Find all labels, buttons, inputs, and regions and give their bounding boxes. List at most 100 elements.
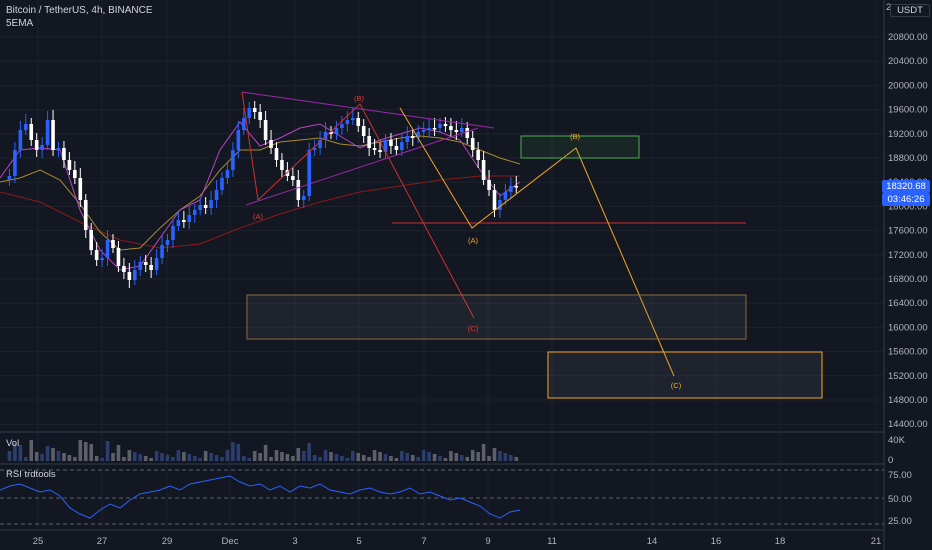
candle-body xyxy=(34,140,39,150)
candle-body xyxy=(252,108,257,112)
candle-body xyxy=(410,136,415,138)
triangle-lower-line[interactable] xyxy=(245,127,479,206)
candle-body xyxy=(143,262,148,265)
candle-body xyxy=(176,220,181,226)
volume-bar xyxy=(209,453,213,461)
volume-bar xyxy=(247,458,252,461)
volume-bar xyxy=(400,451,404,461)
price-axis-top-partial: 2 xyxy=(886,2,891,13)
time-label: 21 xyxy=(871,536,882,547)
volume-bar xyxy=(45,446,50,461)
volume-bar xyxy=(34,452,39,461)
price-label: 14400.00 xyxy=(888,419,928,430)
candle-body xyxy=(127,272,132,280)
volume-bar xyxy=(454,453,459,461)
volume-bar xyxy=(138,454,143,461)
candle-body xyxy=(509,186,513,192)
candle-body xyxy=(165,240,170,245)
volume-bar xyxy=(83,442,88,461)
volume-bar xyxy=(73,457,77,461)
candles xyxy=(7,101,519,288)
candle-body xyxy=(100,258,104,260)
candle-body xyxy=(356,118,361,126)
volume-bar xyxy=(394,458,399,461)
price-label: 20000.00 xyxy=(888,80,928,91)
volume-bar xyxy=(285,454,290,461)
volume-bar xyxy=(231,442,235,461)
candle-body xyxy=(40,145,44,150)
volume-bar xyxy=(100,458,104,461)
triangle-upper-line[interactable] xyxy=(241,91,495,129)
red-wave-path[interactable] xyxy=(241,91,475,319)
candle-body xyxy=(454,130,459,132)
price-label: 20800.00 xyxy=(888,32,928,43)
price-label: 18800.00 xyxy=(888,153,928,164)
candle-body xyxy=(73,170,77,178)
volume-bar xyxy=(133,452,137,461)
candle-body xyxy=(187,215,192,222)
candle-body xyxy=(389,140,393,146)
volume-bar xyxy=(318,457,322,461)
rsi-axis-50: 50.00 xyxy=(888,494,912,505)
rsi-label: RSI trdtools xyxy=(6,469,56,480)
volume-axis-0: 0 xyxy=(888,455,893,466)
candle-body xyxy=(236,130,241,150)
volume-bar xyxy=(498,451,502,461)
volume-bar xyxy=(372,450,377,461)
rsi-line xyxy=(0,475,521,519)
time-label: 7 xyxy=(421,536,426,547)
candle-body xyxy=(56,148,61,150)
candle-body xyxy=(383,140,388,152)
orange-target-zone[interactable] xyxy=(547,351,823,399)
volume-bar xyxy=(361,455,366,461)
candle-body xyxy=(149,265,153,270)
price-label: 15200.00 xyxy=(888,371,928,382)
time-label: 5 xyxy=(356,536,361,547)
red-wave-c-label: (C) xyxy=(468,324,479,333)
b-target-zone[interactable] xyxy=(520,135,640,159)
volume-bar xyxy=(383,454,388,461)
price-axis-labels: 20800.00 20400.00 20000.00 19600.00 19200.00… xyxy=(888,32,928,430)
volume-bar xyxy=(465,457,470,461)
rsi-axis-75: 75.00 xyxy=(888,470,912,481)
orange-wave-path[interactable] xyxy=(399,107,675,377)
volume-bars xyxy=(7,440,519,461)
candle-body xyxy=(13,150,17,176)
candle-body xyxy=(62,148,66,160)
volume-bar xyxy=(18,445,23,461)
ema-mid-line xyxy=(0,135,521,251)
volume-bar xyxy=(62,453,66,461)
volume-bar xyxy=(334,454,339,461)
volume-bar xyxy=(263,445,268,461)
volume-bar xyxy=(7,451,12,461)
volume-bar xyxy=(438,456,442,461)
volume-bar xyxy=(182,452,186,461)
candle-body xyxy=(280,160,284,170)
candle-body xyxy=(378,150,382,152)
candle-body xyxy=(78,178,83,200)
candle-body xyxy=(476,150,480,160)
time-label: 16 xyxy=(711,536,722,547)
price-label: 19200.00 xyxy=(888,129,928,140)
volume-bar xyxy=(503,453,508,461)
candle-body xyxy=(247,108,252,118)
volume-bar xyxy=(416,457,420,461)
candle-body xyxy=(198,205,202,210)
volume-bar xyxy=(481,444,486,461)
volume-bar xyxy=(198,458,202,461)
volume-bar xyxy=(78,440,83,461)
candle-body xyxy=(443,124,448,126)
volume-bar xyxy=(389,456,393,461)
candle-body xyxy=(94,250,99,260)
candle-body xyxy=(111,240,115,248)
orange-wave-a-label: (A) xyxy=(468,236,479,245)
candle-body xyxy=(312,148,317,150)
chart-title: Bitcoin / TetherUS, 4h, BINANCE xyxy=(6,5,153,16)
red-target-zone[interactable] xyxy=(246,294,747,340)
volume-bar xyxy=(378,452,382,461)
currency-button[interactable]: USDT xyxy=(890,4,930,17)
candle-body xyxy=(427,128,431,130)
volume-bar xyxy=(220,457,224,461)
price-label: 17200.00 xyxy=(888,250,928,261)
